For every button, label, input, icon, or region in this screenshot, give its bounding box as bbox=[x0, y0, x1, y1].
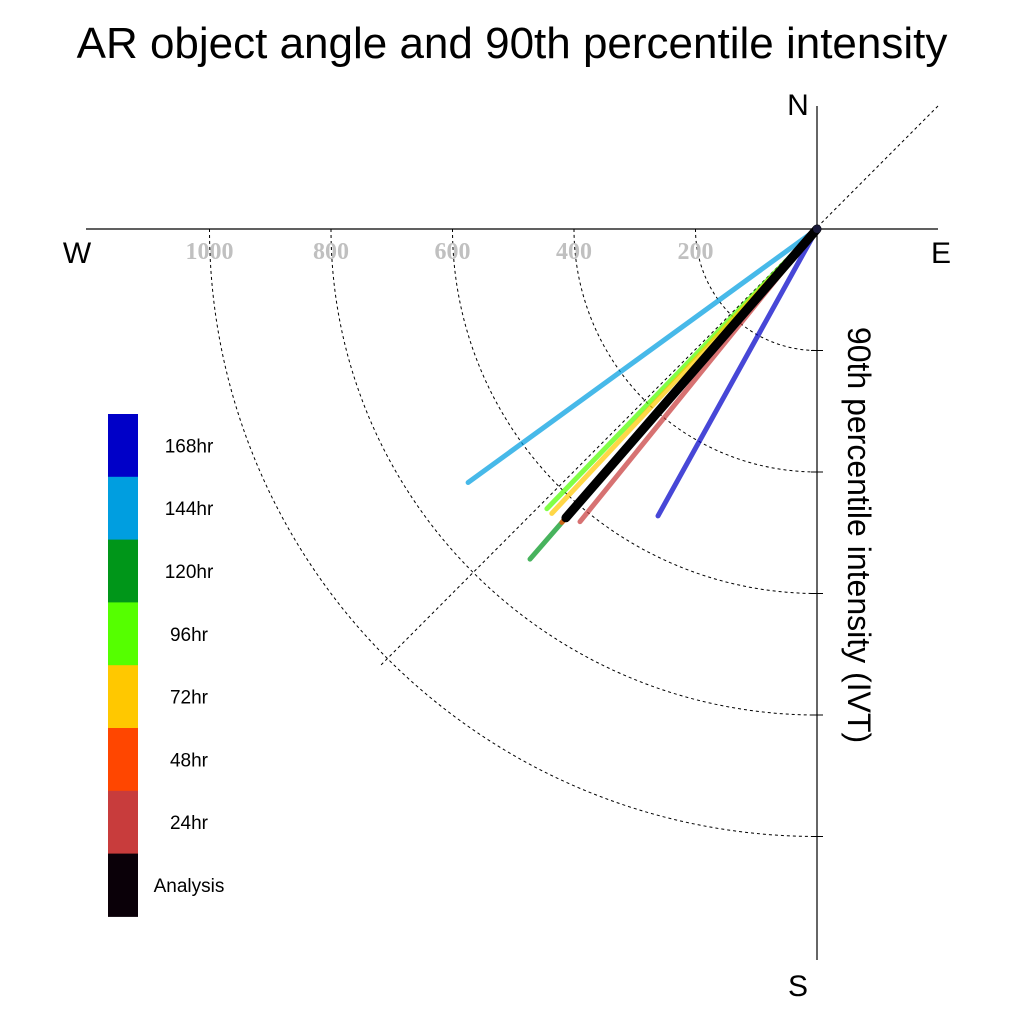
vector-144hr bbox=[465, 226, 820, 485]
legend-swatch-48hr bbox=[108, 728, 138, 792]
legend-swatch-120hr bbox=[108, 539, 138, 603]
legend-label-analysis: Analysis bbox=[154, 876, 225, 897]
chart-title: AR object angle and 90th percentile inte… bbox=[77, 19, 948, 68]
compass-south: S bbox=[788, 970, 808, 1003]
radial-grid bbox=[209, 228, 823, 837]
grid-arc bbox=[573, 228, 818, 473]
grid-arc bbox=[695, 228, 818, 351]
legend-swatch-72hr bbox=[108, 665, 138, 729]
grid-arc bbox=[209, 228, 818, 837]
legend-swatch-24hr bbox=[108, 790, 138, 855]
tick-label: 400 bbox=[556, 239, 592, 265]
compass-west: W bbox=[63, 237, 92, 270]
legend-label-48hr: 48hr bbox=[170, 750, 209, 771]
legend-swatch-168hr bbox=[108, 414, 138, 478]
legend-label-72hr: 72hr bbox=[170, 688, 209, 709]
legend-label-120hr: 120hr bbox=[165, 562, 214, 583]
tick-label: 600 bbox=[435, 239, 471, 265]
vector-168hr bbox=[655, 226, 820, 519]
vector-series bbox=[465, 224, 822, 562]
legend-label-96hr: 96hr bbox=[170, 625, 209, 646]
legend-swatch-96hr bbox=[108, 602, 138, 666]
radial-tick-labels: 200 400 600 800 1000 bbox=[186, 239, 714, 265]
legend-label-144hr: 144hr bbox=[165, 499, 214, 520]
legend: 168hr 144hr 120hr 96hr 72hr 48hr 24hr Analysis bbox=[108, 414, 224, 917]
origin-point bbox=[813, 225, 821, 233]
grid-arc bbox=[330, 228, 818, 716]
compass-east: E bbox=[931, 237, 951, 270]
legend-label-24hr: 24hr bbox=[170, 813, 209, 834]
legend-label-168hr: 168hr bbox=[165, 436, 214, 457]
tick-label: 1000 bbox=[186, 239, 234, 265]
tick-label: 200 bbox=[678, 239, 714, 265]
legend-swatch-144hr bbox=[108, 476, 138, 541]
tick-label: 800 bbox=[313, 239, 349, 265]
vector-analysis bbox=[561, 224, 822, 523]
legend-swatch-analysis bbox=[108, 853, 138, 917]
grid-arc bbox=[452, 228, 818, 594]
compass-north: N bbox=[787, 89, 809, 122]
y-axis-label: 90th percentile intensity (IVT) bbox=[841, 327, 877, 743]
